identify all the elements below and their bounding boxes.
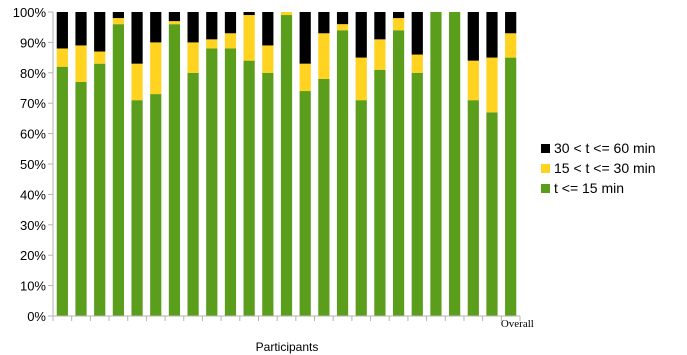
bar-segment-0-20 bbox=[430, 12, 442, 316]
bar-segment-0-3 bbox=[112, 24, 124, 316]
y-tick-label: 90% bbox=[20, 35, 46, 50]
bar-segment-1-2 bbox=[94, 51, 106, 64]
bar-segment-1-15 bbox=[336, 24, 349, 31]
y-tick-label: 60% bbox=[20, 127, 46, 142]
bar-segment-1-23 bbox=[486, 57, 498, 113]
bar-segment-0-16 bbox=[355, 100, 367, 316]
bar-segment-2-4 bbox=[131, 12, 143, 64]
y-tick-label: 20% bbox=[20, 248, 46, 263]
y-axis: 0% 10% 20% 30% 40% 50% 60% 70% 80% 90% 100% bbox=[13, 5, 54, 324]
y-tick-label: 70% bbox=[20, 96, 46, 111]
bar-segment-1-5 bbox=[150, 42, 162, 95]
legend: 30 < t <= 60 min 15 < t <= 30 min t <= 15 … bbox=[541, 140, 656, 196]
x-category-label: Overall bbox=[501, 318, 534, 330]
bar-segment-0-23 bbox=[486, 112, 498, 316]
x-axis: Overall bbox=[52, 315, 534, 330]
bar-segment-2-18 bbox=[392, 12, 405, 19]
bar-segment-0-22 bbox=[467, 100, 479, 316]
y-tick-label: 0% bbox=[27, 309, 46, 324]
bar-segment-0-7 bbox=[187, 72, 199, 316]
bar-segment-1-12 bbox=[280, 12, 293, 16]
legend-label: 15 < t <= 30 min bbox=[554, 160, 656, 176]
legend-label: 30 < t <= 60 min bbox=[554, 140, 656, 156]
bar-segment-1-24 bbox=[505, 33, 517, 58]
bar-segment-0-5 bbox=[150, 94, 162, 316]
bar-segment-2-24 bbox=[505, 12, 517, 34]
bar-segment-1-8 bbox=[206, 39, 218, 49]
y-tick-label: 100% bbox=[13, 5, 47, 20]
bar-segment-0-4 bbox=[131, 100, 143, 316]
bar-segment-2-2 bbox=[94, 12, 106, 52]
bar-segment-0-17 bbox=[374, 69, 386, 316]
bar-segment-1-7 bbox=[187, 42, 199, 73]
legend-swatch bbox=[541, 184, 550, 193]
bar-segment-2-22 bbox=[467, 12, 479, 61]
y-tick-label: 10% bbox=[20, 279, 46, 294]
bar-segment-0-15 bbox=[336, 30, 349, 317]
bar-segment-2-14 bbox=[318, 12, 330, 34]
bar-segment-2-5 bbox=[150, 12, 162, 43]
bar-segment-0-0 bbox=[56, 66, 68, 316]
bar-segment-2-6 bbox=[168, 12, 181, 22]
bar-segment-0-2 bbox=[94, 63, 106, 317]
bar-segment-2-7 bbox=[187, 12, 199, 43]
bar-segment-2-17 bbox=[374, 12, 386, 40]
bar-segment-1-22 bbox=[467, 60, 479, 101]
bar-segment-1-0 bbox=[56, 48, 68, 67]
y-tick-label: 30% bbox=[20, 218, 46, 233]
bar-segment-1-1 bbox=[75, 45, 87, 82]
bar-segment-2-3 bbox=[112, 12, 124, 19]
bar-segment-0-24 bbox=[505, 57, 517, 316]
bar-segment-1-14 bbox=[318, 33, 330, 79]
y-tick-label: 40% bbox=[20, 187, 46, 202]
bar-segment-2-16 bbox=[355, 12, 367, 58]
bar-segment-0-8 bbox=[206, 48, 218, 316]
bar-segment-0-1 bbox=[75, 81, 87, 316]
x-axis-title: Participants bbox=[256, 340, 319, 354]
bar-segment-1-18 bbox=[392, 18, 405, 31]
bar-segment-2-9 bbox=[224, 12, 237, 34]
bar-segment-0-13 bbox=[299, 91, 311, 316]
bar-segment-1-19 bbox=[411, 54, 423, 73]
bar-segment-0-19 bbox=[411, 72, 423, 316]
bar-segment-0-18 bbox=[392, 30, 405, 317]
bar-segment-1-10 bbox=[243, 15, 255, 61]
bar-segment-1-9 bbox=[224, 33, 237, 49]
bar-segment-0-14 bbox=[318, 78, 330, 316]
bar-segment-2-1 bbox=[75, 12, 87, 46]
bar-segment-2-11 bbox=[262, 12, 274, 46]
legend-swatch bbox=[541, 144, 550, 153]
legend-label: t <= 15 min bbox=[554, 180, 624, 196]
bar-segment-2-10 bbox=[243, 12, 255, 16]
bar-segment-0-12 bbox=[280, 15, 293, 316]
bar-segment-2-8 bbox=[206, 12, 218, 40]
bar-segment-1-6 bbox=[168, 21, 181, 25]
bar-segment-0-21 bbox=[449, 12, 461, 316]
bars bbox=[56, 12, 517, 317]
bar-segment-1-13 bbox=[299, 63, 311, 92]
bar-segment-1-17 bbox=[374, 39, 386, 70]
bar-segment-0-10 bbox=[243, 60, 255, 316]
bar-segment-1-3 bbox=[112, 18, 124, 25]
bar-segment-1-4 bbox=[131, 63, 143, 101]
bar-segment-1-16 bbox=[355, 57, 367, 101]
bar-segment-0-6 bbox=[168, 24, 181, 316]
y-tick-label: 80% bbox=[20, 66, 46, 81]
y-tick-label: 50% bbox=[20, 157, 46, 172]
bar-segment-1-11 bbox=[262, 45, 274, 73]
bar-segment-2-0 bbox=[56, 12, 68, 49]
bar-segment-0-11 bbox=[262, 72, 274, 316]
bar-segment-2-19 bbox=[411, 12, 423, 55]
bar-segment-2-15 bbox=[336, 12, 349, 25]
bar-segment-2-13 bbox=[299, 12, 311, 64]
bar-segment-2-23 bbox=[486, 12, 498, 58]
bar-segment-0-9 bbox=[224, 48, 237, 316]
legend-swatch bbox=[541, 164, 550, 173]
